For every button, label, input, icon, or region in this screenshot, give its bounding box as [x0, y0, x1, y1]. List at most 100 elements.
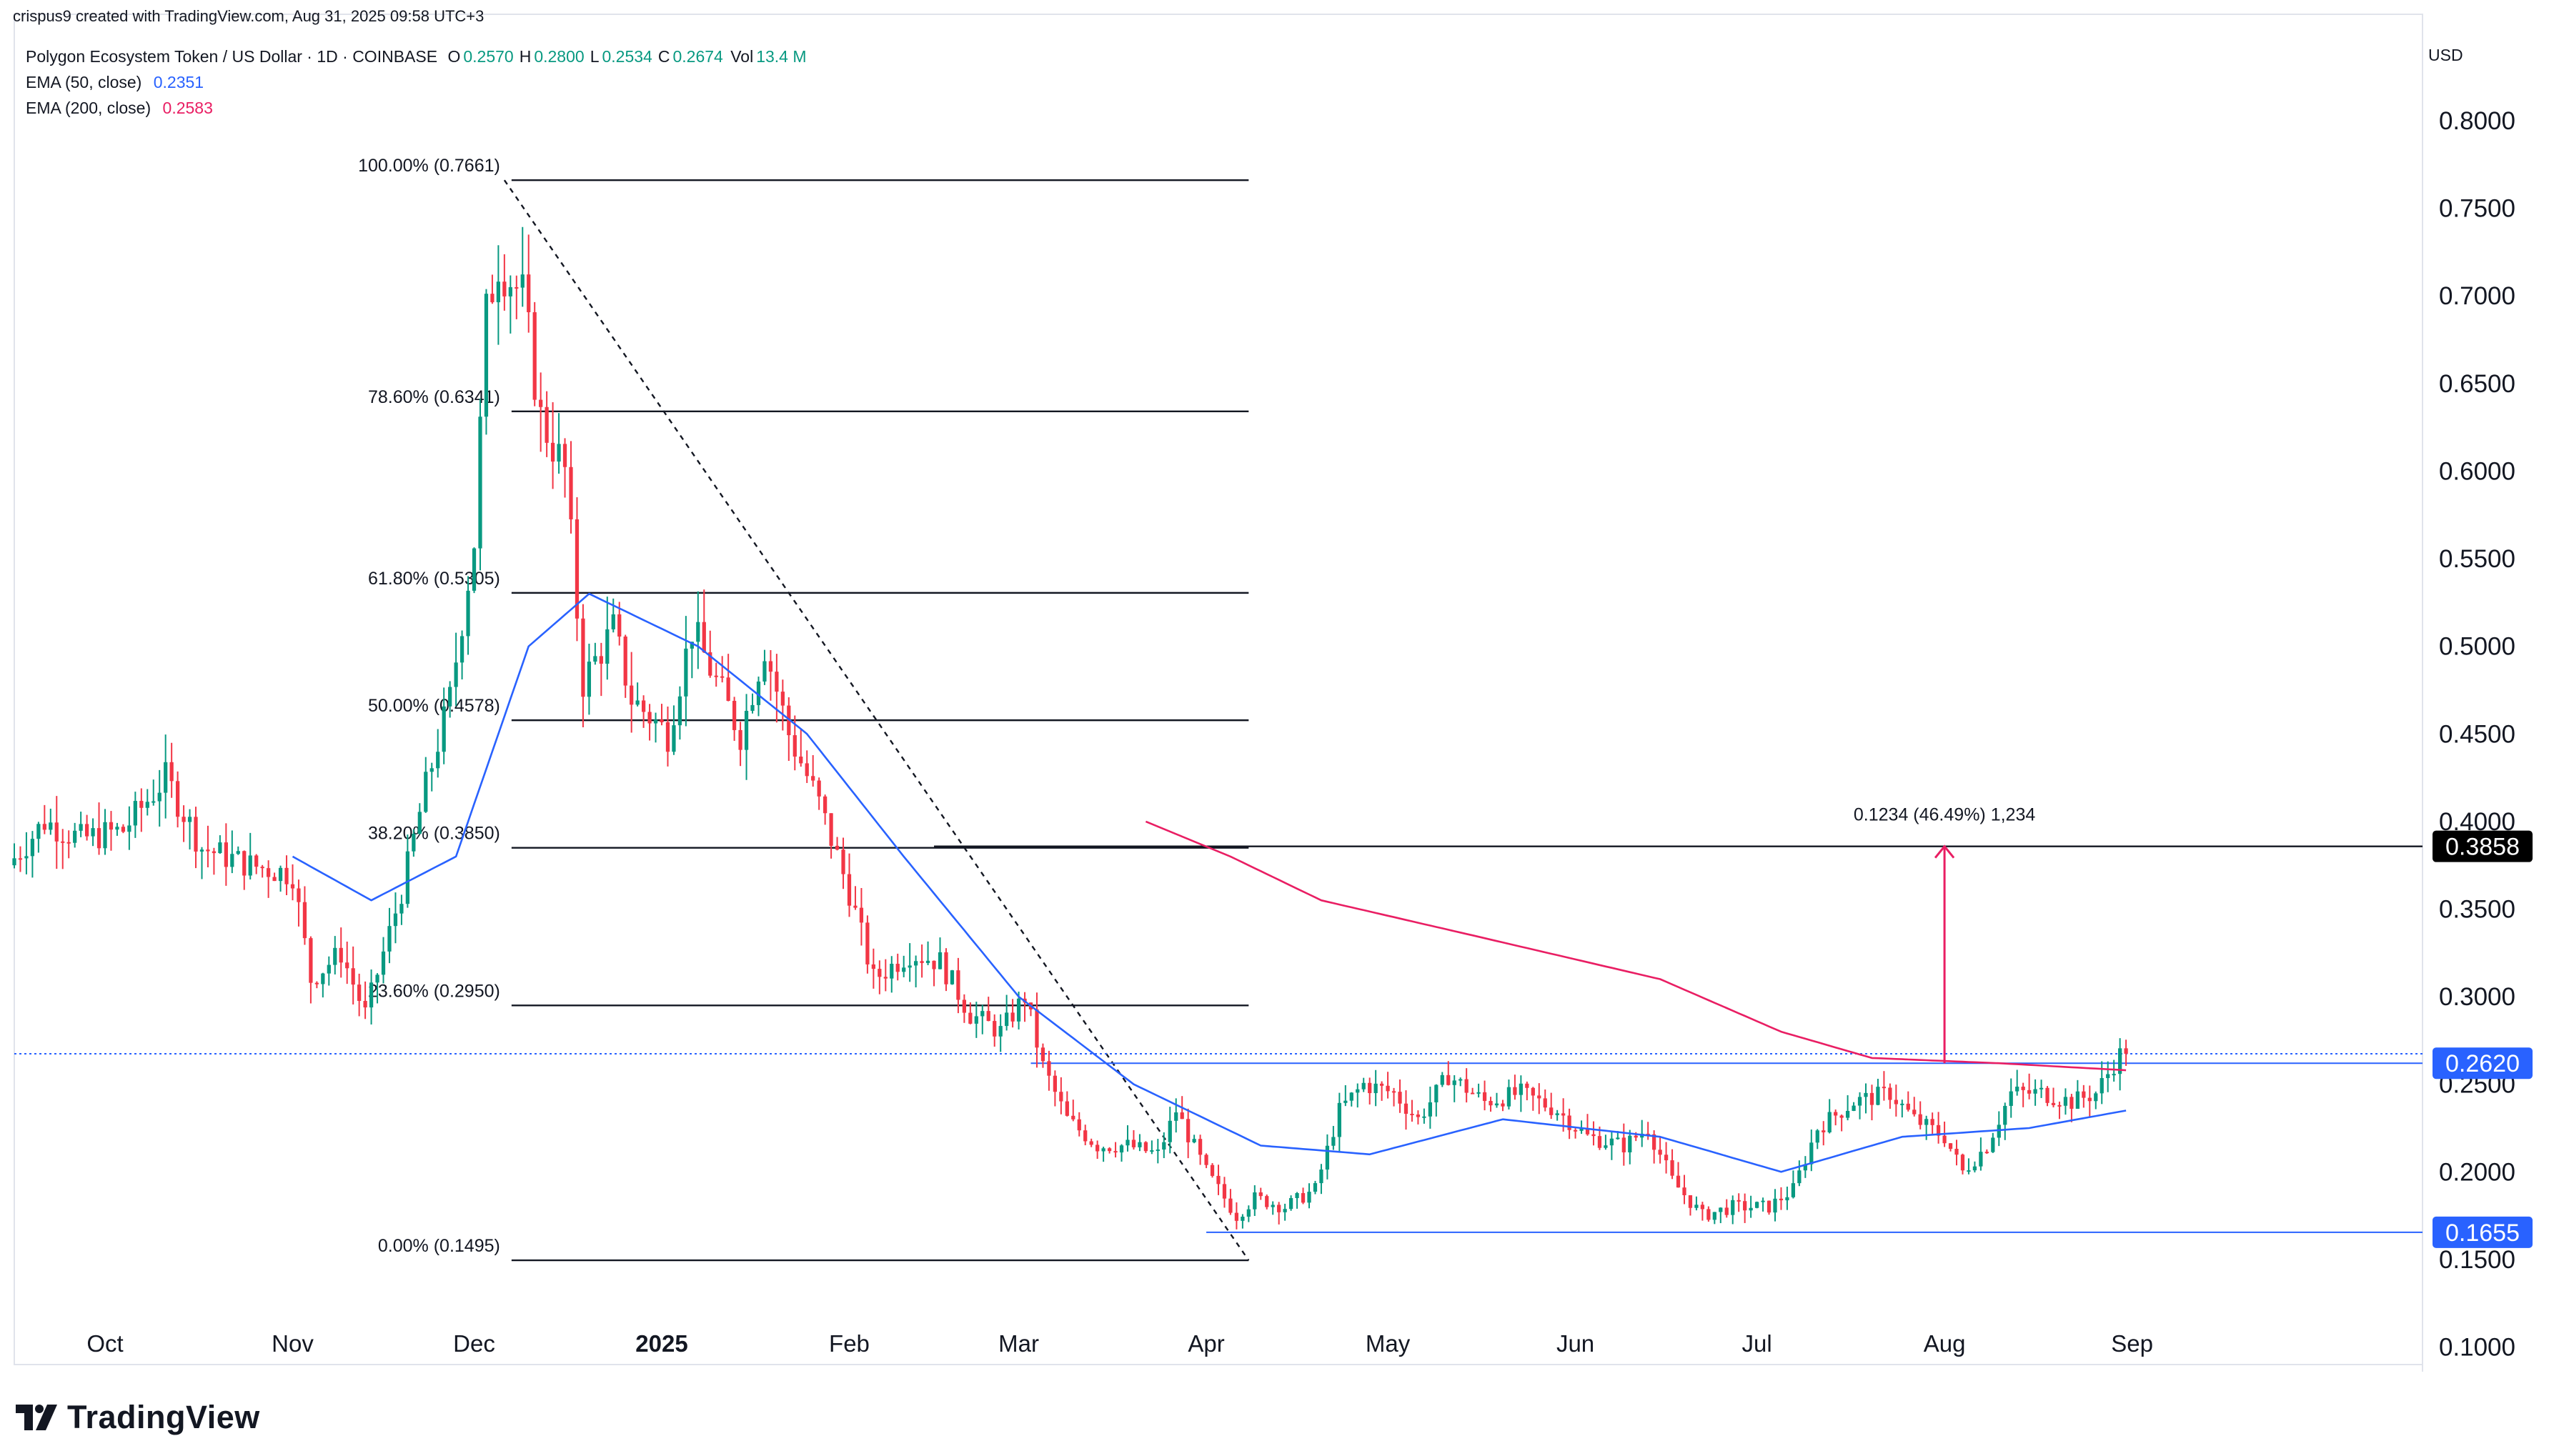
candle — [787, 697, 791, 761]
ohlc-value: 0.2570 — [463, 47, 514, 66]
candle-body — [962, 999, 966, 1013]
candle — [2045, 1086, 2049, 1107]
candle-body — [1706, 1209, 1711, 1220]
candle-body — [714, 675, 718, 677]
candle-body — [1501, 1103, 1505, 1107]
candle — [429, 762, 434, 792]
candle — [1089, 1138, 1093, 1147]
candle-body — [133, 801, 137, 826]
candle — [1754, 1201, 1759, 1209]
candle-body — [653, 719, 658, 724]
candle — [2063, 1088, 2068, 1115]
candle-body — [1482, 1092, 1487, 1102]
ohlc-values: O 0.2570 H 0.2800 L 0.2534 C 0.2674 — [442, 47, 722, 66]
candle — [1682, 1175, 1686, 1205]
price-badge: 0.1655 — [2433, 1216, 2533, 1248]
candle-body — [1313, 1183, 1318, 1192]
candle-body — [1379, 1083, 1384, 1086]
candle-body — [224, 842, 228, 867]
candle — [1719, 1207, 1723, 1224]
candle-body — [1997, 1125, 2001, 1138]
candle-body — [762, 661, 767, 682]
candle — [1150, 1140, 1154, 1155]
candle-body — [799, 757, 803, 764]
candle — [1186, 1108, 1191, 1159]
candle-body — [175, 781, 180, 817]
candle — [1083, 1125, 1088, 1146]
candle-body — [1059, 1092, 1063, 1102]
price-badge-bg — [2433, 830, 2533, 862]
candle — [702, 589, 706, 653]
candle-body — [236, 851, 240, 854]
candle — [242, 850, 247, 890]
candle-body — [1834, 1112, 1838, 1116]
candle — [641, 695, 646, 728]
candle — [1065, 1091, 1069, 1117]
candle-body — [647, 712, 652, 724]
candle-body — [478, 417, 482, 549]
candle-body — [206, 849, 210, 852]
candle — [1277, 1202, 1281, 1225]
candle — [1688, 1195, 1693, 1216]
candle-body — [581, 618, 585, 697]
candle-body — [54, 822, 59, 842]
candle — [1101, 1147, 1105, 1162]
x-tick-label: 2025 — [635, 1330, 687, 1357]
candle-body — [61, 841, 65, 843]
candle-body — [1670, 1160, 1674, 1176]
candle-body — [1991, 1137, 1995, 1152]
candle-body — [1277, 1205, 1281, 1212]
y-tick-label: 0.1000 — [2439, 1333, 2515, 1361]
candle-body — [792, 735, 797, 757]
candle-body — [1579, 1128, 1584, 1131]
candle — [925, 941, 930, 965]
candle — [1452, 1074, 1456, 1102]
candle — [545, 391, 549, 457]
candle — [1700, 1202, 1705, 1221]
candle-body — [1010, 1012, 1015, 1022]
candle-body — [690, 642, 694, 649]
candle-body — [835, 845, 840, 850]
candle-body — [1271, 1205, 1275, 1207]
candle — [1379, 1081, 1384, 1101]
candle-body — [1652, 1134, 1656, 1150]
candle — [199, 847, 204, 879]
candle — [1609, 1131, 1614, 1160]
candle-body — [968, 1012, 973, 1024]
candle-body — [103, 822, 107, 849]
candle — [1670, 1149, 1674, 1180]
candle — [1071, 1100, 1075, 1122]
candle — [714, 662, 718, 687]
candle — [1349, 1092, 1353, 1107]
candle-body — [871, 964, 875, 969]
x-tick-label: Feb — [829, 1330, 870, 1357]
candle-body — [1658, 1150, 1662, 1155]
candle-body — [974, 1016, 978, 1024]
candle-body — [1035, 1009, 1039, 1048]
currency-label[interactable]: USD — [2428, 46, 2463, 64]
candle-body — [998, 1026, 1003, 1037]
candle — [720, 656, 725, 683]
candle-body — [1967, 1170, 1971, 1172]
ema200-legend[interactable]: EMA (200, close) 0.2583 — [26, 99, 213, 118]
candle-body — [1918, 1114, 1922, 1125]
candle-body — [2051, 1102, 2056, 1105]
tradingview-logo[interactable]: TradingView — [16, 1399, 260, 1436]
candle — [375, 973, 379, 1004]
candle-body — [127, 825, 131, 832]
candle-body — [1337, 1102, 1341, 1137]
candle-body — [1924, 1119, 1929, 1125]
candle — [1222, 1177, 1227, 1208]
candle-body — [587, 662, 592, 697]
ema50-legend[interactable]: EMA (50, close) 0.2351 — [26, 73, 204, 92]
candle — [2021, 1082, 2025, 1107]
fib-level-label: 50.00% (0.4578) — [368, 696, 500, 716]
candle-body — [121, 827, 126, 832]
candle-body — [980, 1011, 985, 1017]
candle-body — [2112, 1074, 2116, 1076]
fib-level-label: 23.60% (0.2950) — [368, 981, 500, 1001]
x-tick-label: May — [1366, 1330, 1411, 1357]
candle — [1343, 1084, 1348, 1107]
tradingview-logo-icon — [16, 1405, 57, 1430]
